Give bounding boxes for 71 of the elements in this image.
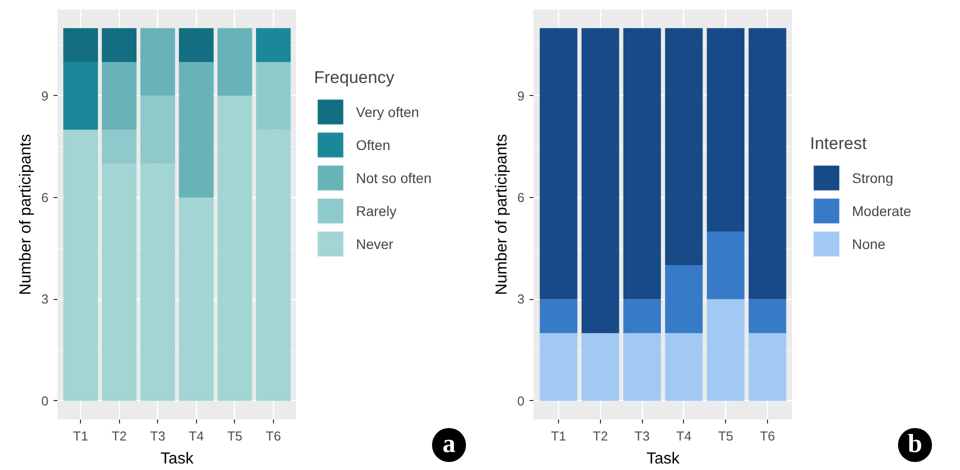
x-tick-label: T6 — [760, 428, 776, 444]
text: a — [442, 428, 456, 460]
bar — [540, 28, 578, 300]
bar — [102, 130, 137, 164]
legend-label: Strong — [852, 170, 894, 186]
x-tick-label: T4 — [188, 428, 204, 444]
bar — [623, 28, 661, 300]
bar — [140, 164, 176, 401]
x-tick-label: T3 — [634, 428, 650, 444]
bar — [540, 333, 578, 401]
bar — [256, 28, 291, 62]
bar — [706, 299, 744, 401]
x-tick-label: T5 — [718, 428, 734, 444]
y-axis-title: Number of participants — [493, 134, 510, 295]
bar — [623, 299, 661, 334]
legend-title: Interest — [810, 134, 868, 154]
bar — [178, 62, 214, 198]
bar — [217, 28, 252, 96]
bar — [140, 96, 176, 164]
bar — [665, 333, 703, 401]
legend-label: Never — [356, 236, 394, 252]
y-tick-label: 9 — [41, 88, 49, 104]
x-tick-label: T2 — [592, 428, 608, 444]
bar — [102, 62, 137, 130]
x-tick-label: T5 — [227, 428, 242, 444]
bar — [582, 28, 620, 334]
legend-label: Often — [356, 136, 390, 152]
bar — [665, 28, 703, 266]
bar — [748, 28, 786, 300]
bar — [540, 299, 578, 334]
bar — [256, 62, 291, 130]
bar — [706, 231, 744, 300]
x-tick-label: T3 — [150, 428, 166, 444]
x-tick-label: T4 — [676, 428, 692, 444]
y-tick-label: 6 — [41, 190, 49, 206]
bar — [63, 130, 98, 401]
x-tick-label: T2 — [112, 428, 127, 444]
y-tick-label: 3 — [517, 292, 525, 307]
legend-label: Not so often — [356, 170, 432, 186]
bar — [256, 130, 291, 401]
y-tick-label: 9 — [517, 88, 525, 104]
bar — [217, 96, 252, 401]
bar — [178, 198, 214, 401]
y-axis-title: Number of participants — [17, 134, 34, 295]
bar — [623, 333, 661, 401]
bar — [582, 333, 620, 401]
legend-label: Moderate — [852, 202, 912, 218]
legend-label: Rarely — [356, 202, 396, 218]
x-axis-title: Task — [646, 450, 680, 468]
bar — [665, 265, 703, 334]
bar — [63, 28, 98, 62]
x-tick-label: T6 — [266, 428, 281, 444]
bar — [706, 28, 744, 232]
text: b — [908, 428, 922, 460]
y-tick-label: 0 — [517, 393, 525, 408]
bar — [102, 28, 137, 62]
legend-label: None — [852, 236, 886, 252]
x-tick-label: T1 — [550, 428, 566, 444]
bar — [102, 164, 137, 401]
y-tick-label: 0 — [41, 393, 49, 408]
bar — [178, 28, 214, 62]
bar — [748, 333, 786, 401]
x-axis-title: Task — [160, 450, 194, 468]
legend-title: Frequency — [314, 68, 396, 88]
bar — [140, 28, 176, 96]
y-tick-label: 6 — [517, 190, 525, 206]
bar — [63, 62, 98, 130]
y-tick-label: 3 — [41, 292, 49, 307]
x-tick-label: T1 — [73, 428, 88, 444]
bar — [748, 299, 786, 334]
legend-label: Very often — [356, 104, 420, 120]
